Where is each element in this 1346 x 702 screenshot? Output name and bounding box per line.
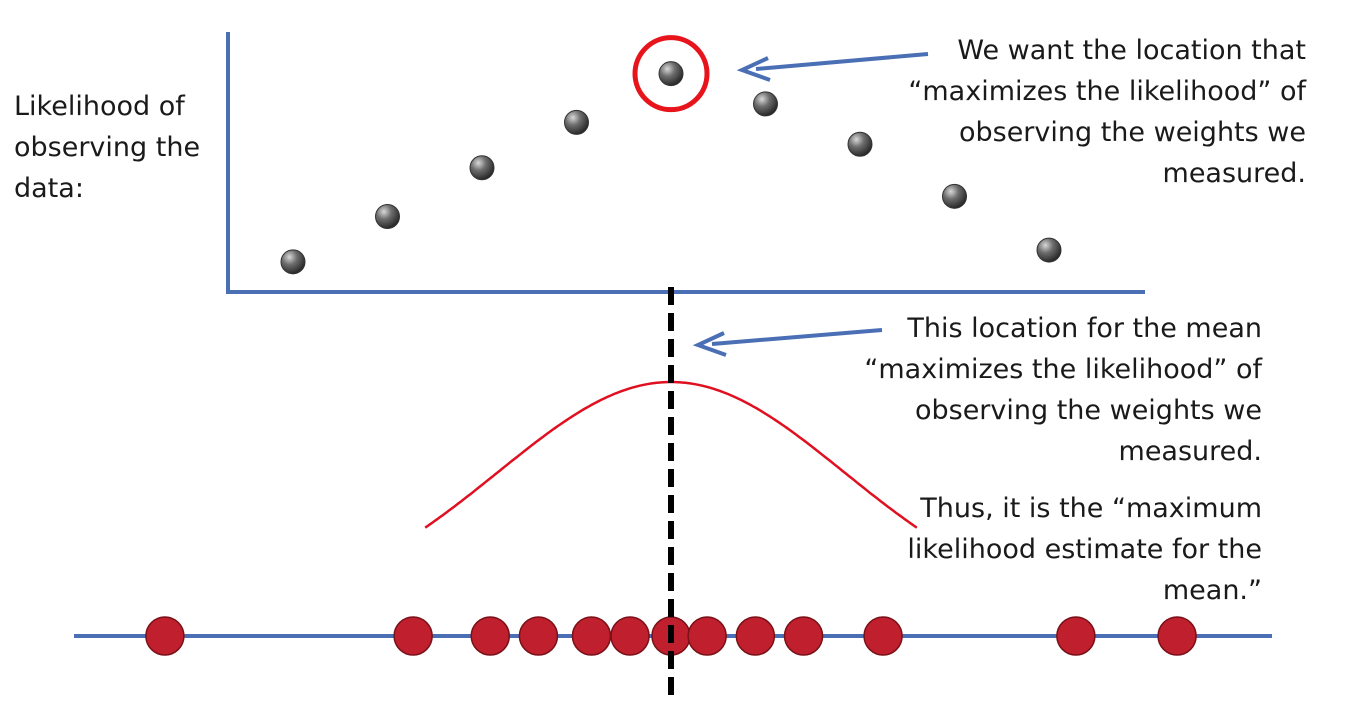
top-arrow [736, 52, 929, 82]
bottom-arrow [692, 328, 883, 357]
y-axis-label-line: observing the [14, 132, 201, 163]
y-axis-label-line: data: [14, 173, 84, 204]
bottom-annotation-line: measured. [1118, 436, 1262, 467]
measurement-points [145, 616, 1197, 656]
likelihood-point [280, 249, 306, 275]
likelihood-point [658, 61, 684, 87]
measurement-point [735, 616, 776, 656]
measurement-point [783, 616, 824, 656]
top-annotation-line: observing the weights we [958, 117, 1306, 148]
measurement-point [1157, 616, 1197, 656]
conclusion-annotation-line: likelihood estimate for the [907, 534, 1262, 565]
likelihood-point [1036, 237, 1062, 263]
conclusion-annotation-line: mean.” [1162, 575, 1262, 606]
measurement-point [518, 616, 559, 656]
y-axis-label-line: Likelihood of [14, 91, 185, 122]
measurement-point [687, 616, 727, 656]
max-likelihood-highlight-circle [632, 35, 710, 113]
bottom-annotation-line: “maximizes the likelihood” of [864, 354, 1262, 385]
measurement-point [863, 616, 903, 656]
top-annotation: We want the location that “maximizes the … [908, 30, 1306, 194]
likelihood-point [942, 183, 967, 209]
measurement-point [571, 616, 612, 656]
measurement-point [610, 616, 650, 656]
likelihood-point [847, 131, 873, 157]
measurement-point [145, 616, 185, 656]
conclusion-annotation: Thus, it is the “maximum likelihood estim… [907, 488, 1262, 611]
bottom-annotation: This location for the mean “maximizes the… [864, 308, 1262, 472]
likelihood-points [280, 61, 1062, 275]
conclusion-annotation-line: Thus, it is the “maximum [920, 493, 1262, 524]
likelihood-point [564, 109, 589, 135]
likelihood-point [469, 155, 495, 181]
top-annotation-line: measured. [1162, 158, 1306, 189]
measurement-point [1056, 616, 1096, 656]
y-axis-label: Likelihood of observing the data: [14, 86, 200, 209]
measurement-point [470, 616, 510, 656]
top-annotation-line: We want the location that [957, 35, 1306, 66]
likelihood-point [753, 91, 778, 117]
likelihood-point [375, 203, 400, 229]
top-annotation-line: “maximizes the likelihood” of [908, 76, 1306, 107]
bottom-annotation-line: This location for the mean [907, 313, 1262, 344]
bottom-annotation-line: observing the weights we [914, 395, 1262, 426]
measurement-point [393, 616, 433, 656]
